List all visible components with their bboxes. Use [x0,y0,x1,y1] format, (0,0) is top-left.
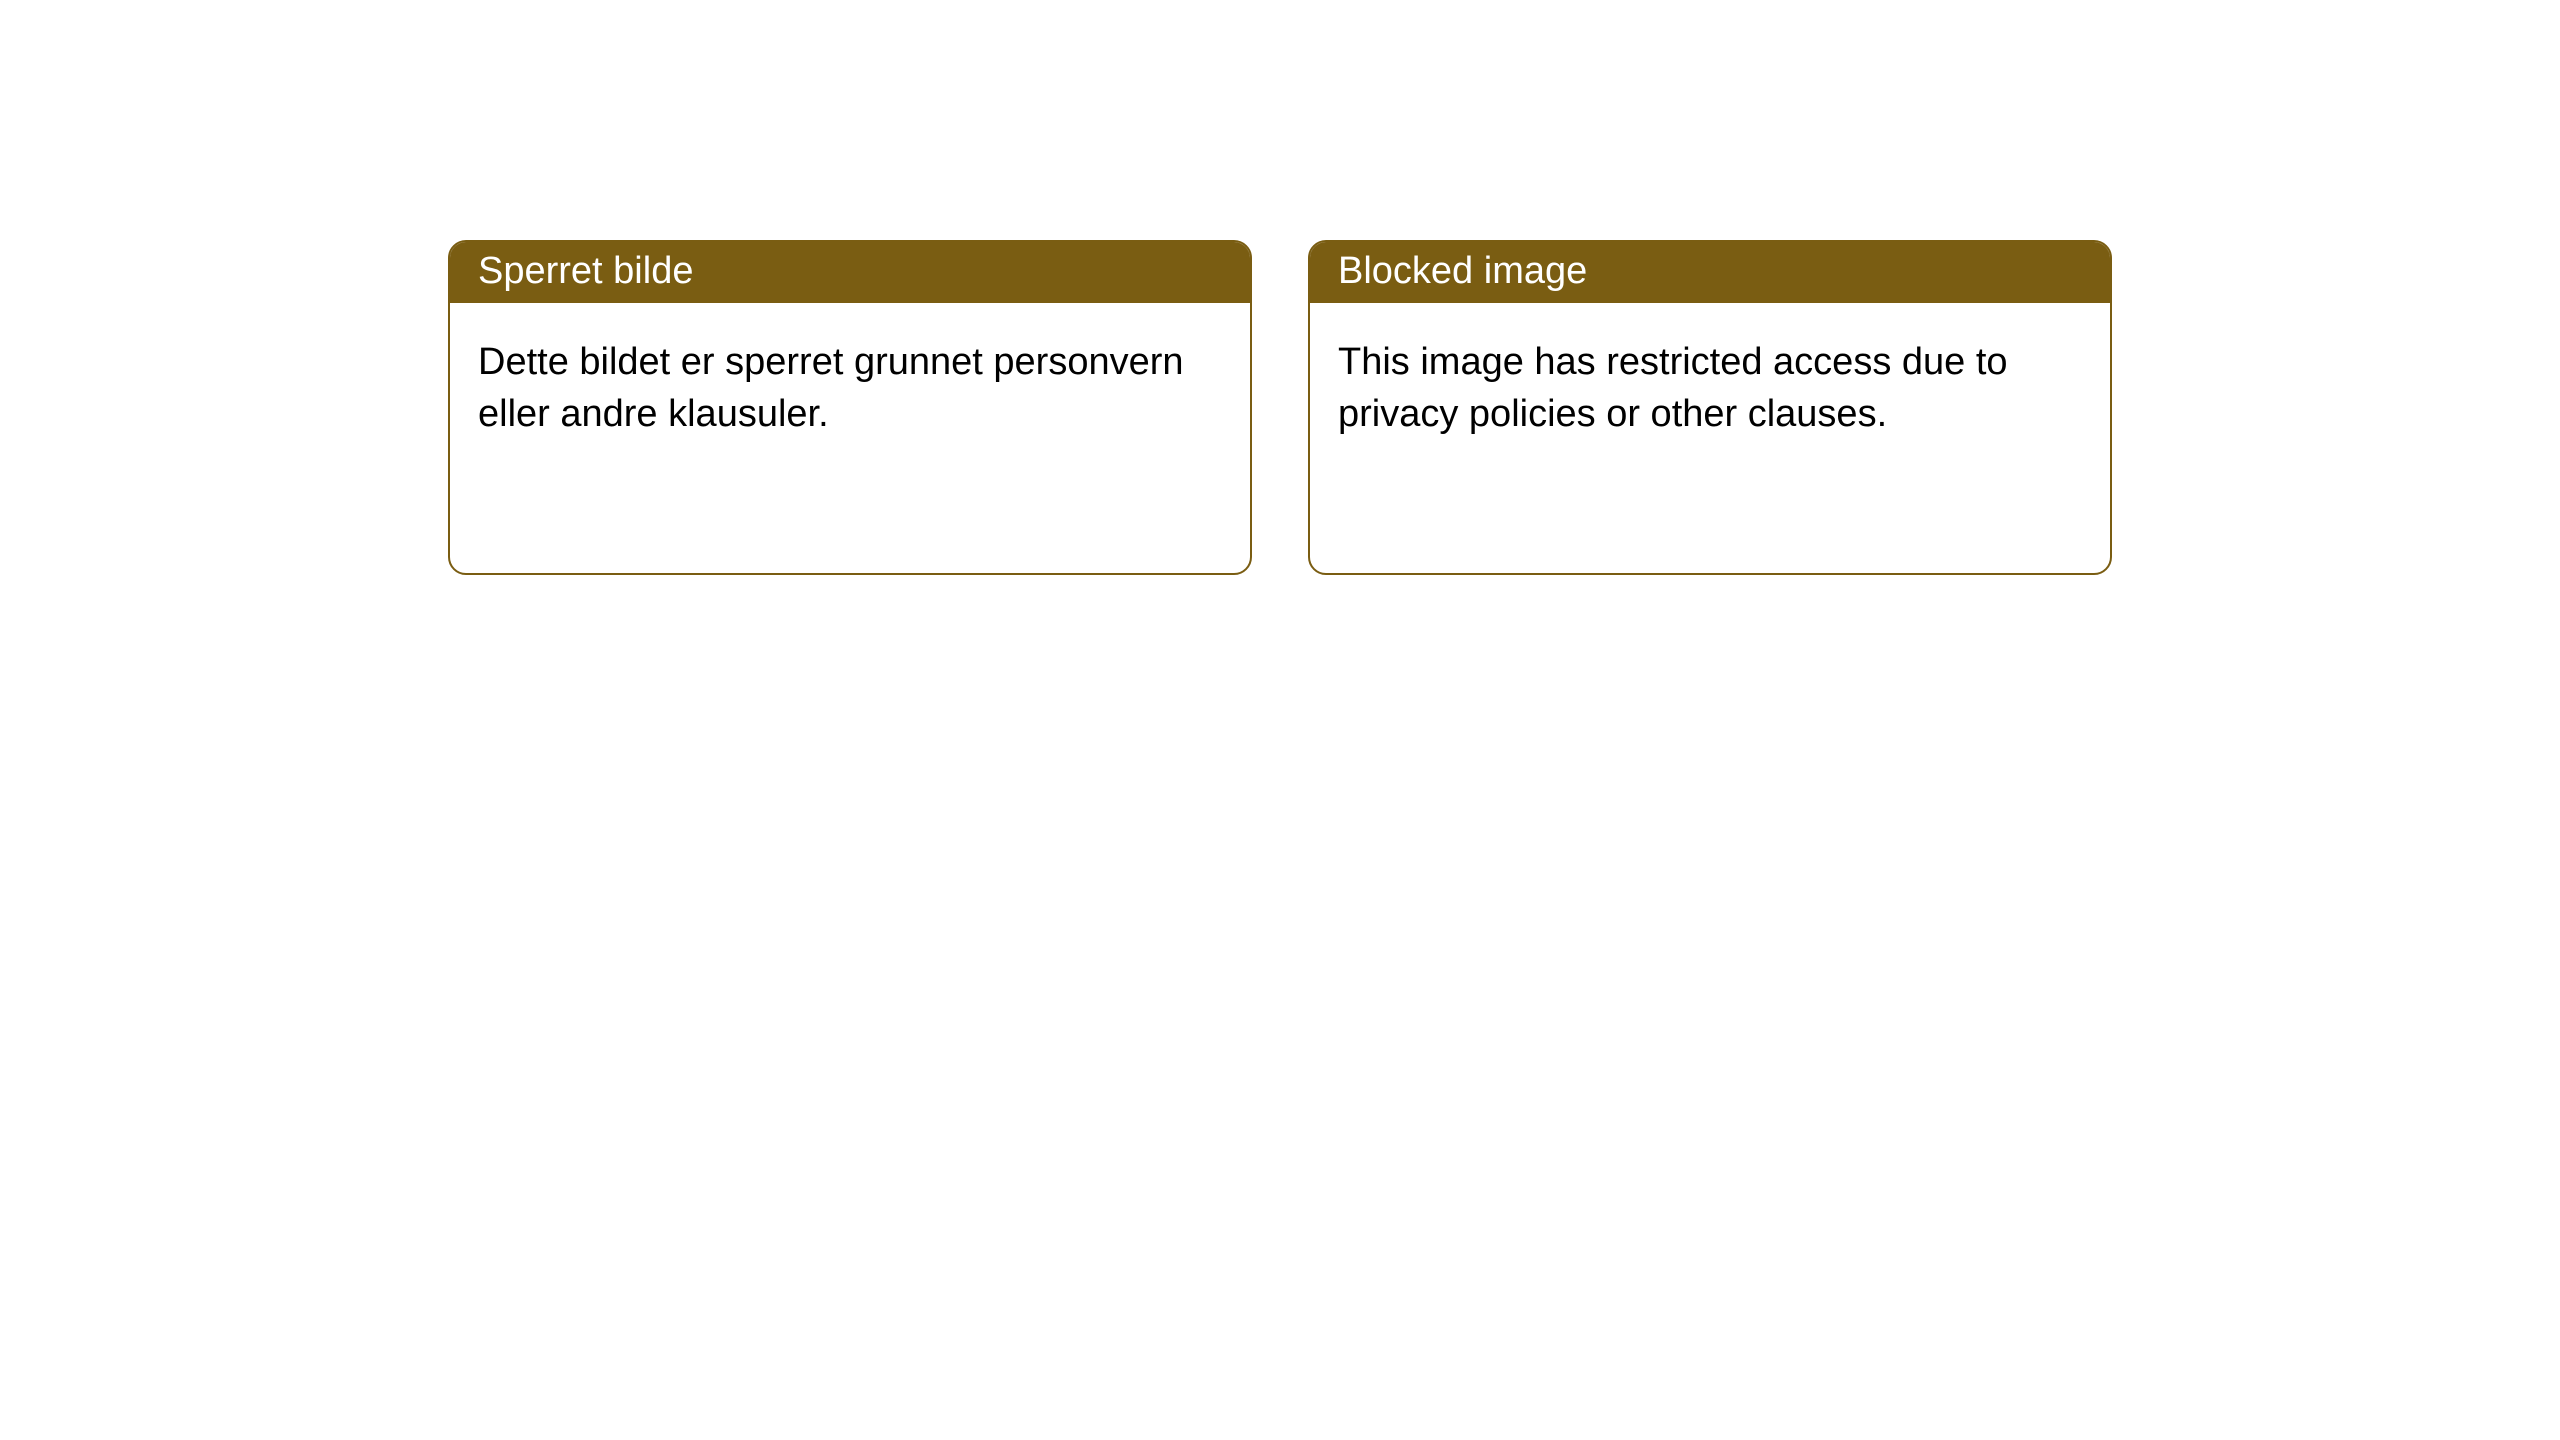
notice-body: This image has restricted access due to … [1310,303,2110,474]
notice-container: Sperret bilde Dette bildet er sperret gr… [0,0,2560,575]
notice-box-english: Blocked image This image has restricted … [1308,240,2112,575]
notice-box-norwegian: Sperret bilde Dette bildet er sperret gr… [448,240,1252,575]
notice-body: Dette bildet er sperret grunnet personve… [450,303,1250,474]
notice-header: Sperret bilde [450,242,1250,303]
notice-header: Blocked image [1310,242,2110,303]
